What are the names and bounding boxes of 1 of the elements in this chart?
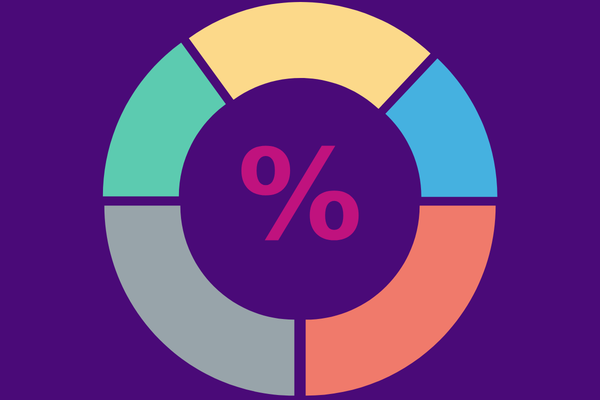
- text: %: [241, 146, 359, 240]
